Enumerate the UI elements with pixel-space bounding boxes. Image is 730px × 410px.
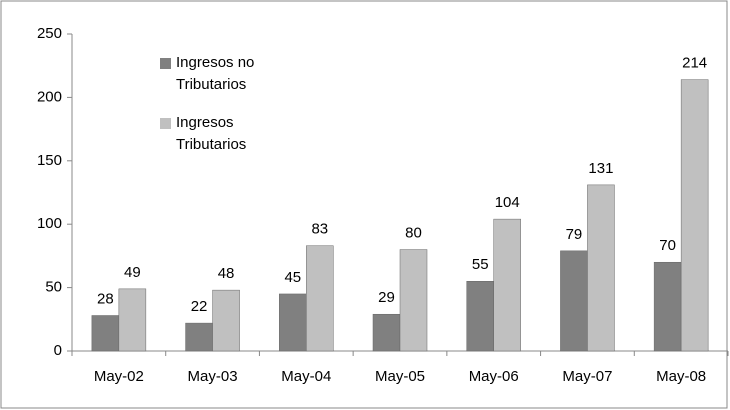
value-label: 22 xyxy=(191,298,208,315)
bar xyxy=(680,79,709,352)
bar xyxy=(185,322,213,352)
x-tick-label: May-05 xyxy=(375,368,425,385)
y-tick-label: 250 xyxy=(37,25,62,42)
x-tick-label: May-04 xyxy=(281,368,331,385)
legend-item: Ingresos Tributarios xyxy=(160,112,276,156)
y-tick-label: 150 xyxy=(37,152,62,169)
value-label: 131 xyxy=(588,160,613,177)
bar xyxy=(653,261,682,352)
legend-label: Ingresos no Tributarios xyxy=(176,54,255,93)
bar xyxy=(279,293,307,352)
y-tick-label: 100 xyxy=(37,215,62,232)
bar xyxy=(399,249,428,352)
value-label: 70 xyxy=(659,237,676,254)
bar xyxy=(91,315,120,352)
value-label: 104 xyxy=(495,194,520,211)
bar xyxy=(306,245,334,352)
value-label: 83 xyxy=(311,221,328,238)
x-tick-label: May-03 xyxy=(188,368,238,385)
legend-swatch xyxy=(160,118,171,129)
bar xyxy=(372,313,401,352)
value-label: 49 xyxy=(124,264,141,281)
legend-item: Ingresos no Tributarios xyxy=(160,52,276,96)
legend: Ingresos no Tributarios Ingresos Tributar… xyxy=(160,52,276,172)
value-label: 214 xyxy=(682,55,707,72)
bar xyxy=(587,184,615,352)
value-label: 29 xyxy=(378,289,395,306)
bar xyxy=(560,250,588,352)
legend-label: Ingresos Tributarios xyxy=(176,114,247,153)
value-label: 80 xyxy=(405,225,422,242)
bar xyxy=(493,218,521,352)
value-label: 48 xyxy=(218,265,235,282)
value-label: 79 xyxy=(566,226,583,243)
legend-swatch xyxy=(160,58,171,69)
value-label: 55 xyxy=(472,256,489,273)
bar xyxy=(212,289,240,352)
y-tick-label: 200 xyxy=(37,88,62,105)
x-tick-label: May-02 xyxy=(94,368,144,385)
bar xyxy=(118,288,147,352)
value-label: 28 xyxy=(97,290,114,307)
y-tick-label: 0 xyxy=(54,342,62,359)
value-label: 45 xyxy=(284,269,301,286)
x-tick-label: May-08 xyxy=(656,368,706,385)
y-tick-label: 50 xyxy=(45,279,62,296)
bar xyxy=(466,281,494,352)
x-tick-label: May-06 xyxy=(469,368,519,385)
x-tick-label: May-07 xyxy=(562,368,612,385)
